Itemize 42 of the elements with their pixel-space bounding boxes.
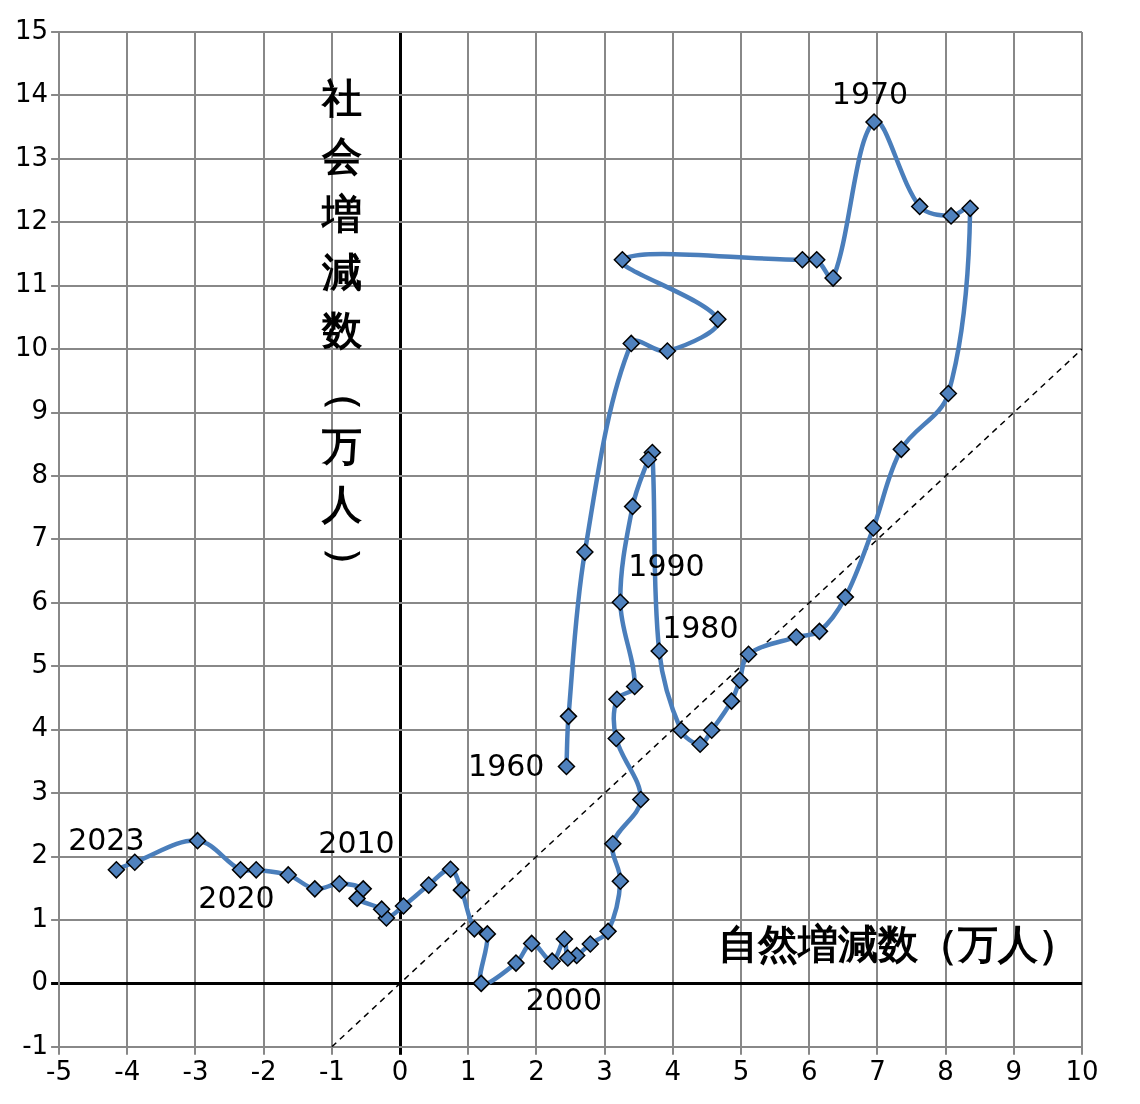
- annotation: 1960: [468, 748, 545, 784]
- x-tick-label: 0: [391, 1056, 409, 1087]
- y-tick-label: 7: [31, 522, 49, 553]
- annotation: 1970: [831, 75, 909, 111]
- x-tick-label: 2: [528, 1056, 545, 1087]
- annotation: 1980: [662, 610, 739, 645]
- y-tick-label: 12: [14, 205, 49, 236]
- y-tick-label: 9: [31, 395, 49, 426]
- y-tick-label: 13: [14, 141, 49, 172]
- x-tick-label: -5: [46, 1056, 73, 1087]
- x-tick-label: -1: [318, 1056, 345, 1087]
- x-tick-label: 4: [664, 1056, 682, 1087]
- annotation: 2023: [68, 821, 145, 857]
- annotation: 2000: [525, 981, 602, 1017]
- y-tick-label: 0: [31, 966, 49, 997]
- y-tick-label: 14: [14, 78, 49, 109]
- y-tick-label: 1: [31, 902, 49, 933]
- text: 社会増減数（万人）: [322, 75, 369, 586]
- x-tick-label: 8: [937, 1056, 954, 1087]
- y-tick-label: 2: [31, 839, 49, 870]
- y-tick-label: 11: [14, 268, 49, 299]
- y-tick-label: 6: [31, 585, 49, 616]
- x-axis-title: 自然増減数（万人）: [718, 920, 1078, 967]
- y-tick-label: 8: [31, 458, 49, 489]
- y-tick-label: 10: [14, 331, 49, 362]
- x-tick-label: 10: [1065, 1056, 1099, 1087]
- annotation: 2010: [318, 824, 395, 860]
- y-tick-label: 15: [14, 14, 49, 45]
- x-tick-label: 7: [869, 1056, 886, 1087]
- x-tick-label: -3: [182, 1056, 209, 1087]
- x-tick-label: 1: [459, 1056, 477, 1087]
- y-tick-label: 3: [31, 775, 49, 806]
- x-tick-label: 6: [800, 1056, 818, 1087]
- x-tick-label: 3: [596, 1056, 613, 1087]
- x-tick-label: -4: [114, 1056, 141, 1087]
- annotation: 2020: [198, 879, 275, 915]
- x-tick-label: 9: [1005, 1056, 1023, 1087]
- x-tick-label: 5: [732, 1056, 750, 1087]
- x-tick-label: -2: [250, 1056, 277, 1087]
- y-tick-label: 5: [31, 649, 49, 679]
- y-tick-label: 4: [31, 712, 49, 743]
- y-tick-label: -1: [22, 1029, 49, 1060]
